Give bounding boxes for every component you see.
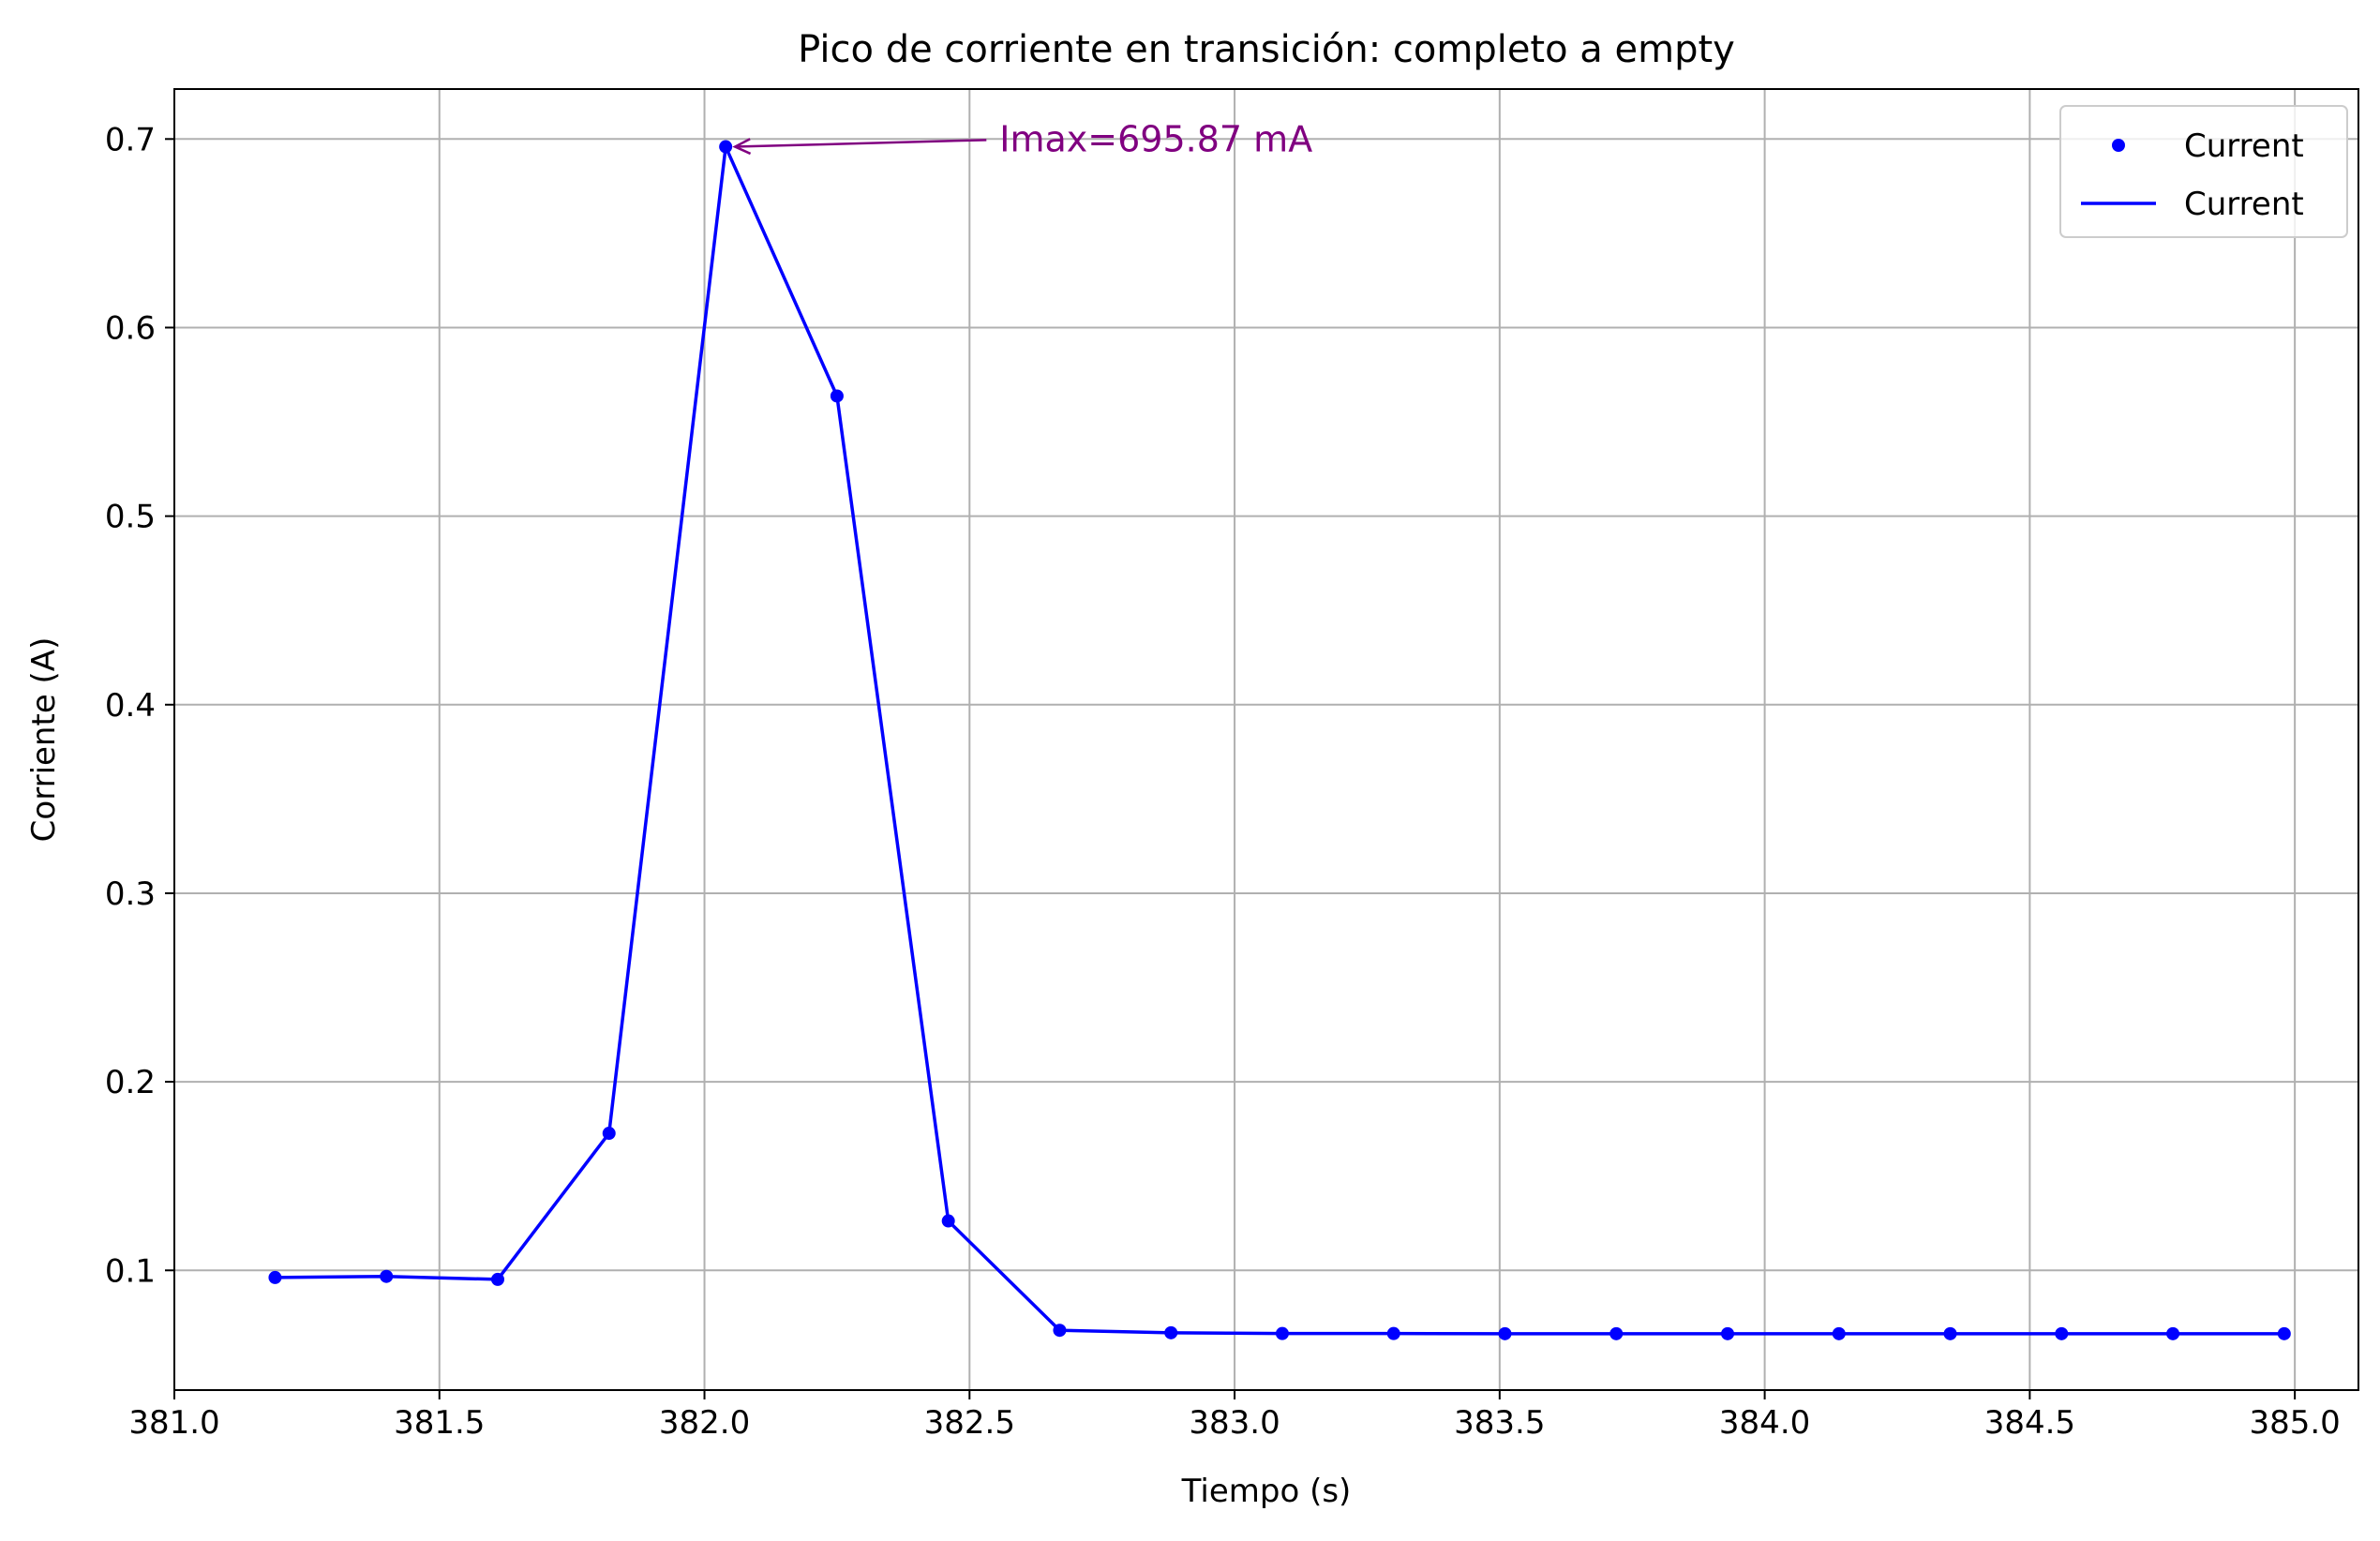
x-tick-label: 384.0 [1719,1404,1810,1442]
x-tick-label: 384.5 [1984,1404,2075,1442]
x-tick-label: 381.0 [128,1404,219,1442]
data-point [2166,1326,2180,1340]
annotation-arrow-line [735,139,987,148]
y-tick-label: 0.5 [105,499,156,536]
x-axis-label: Tiempo (s) [1181,1473,1352,1510]
data-point [380,1269,394,1283]
y-tick-label: 0.1 [105,1252,156,1290]
y-axis-label: Corriente (A) [25,637,63,843]
data-point [1053,1324,1067,1338]
data-point [2055,1326,2069,1340]
plot-series [268,140,2291,1340]
data-point [1832,1326,1846,1340]
data-point [1609,1326,1624,1340]
grid [173,89,2358,1390]
data-point [2277,1326,2291,1340]
x-tick-label: 383.0 [1189,1404,1280,1442]
y-tick-label: 0.2 [105,1064,156,1101]
legend-marker-swatch [2112,139,2125,152]
data-point [1275,1326,1289,1340]
annotation-label: Imax=695.87 mA [999,118,1312,159]
data-point [830,389,844,403]
y-tick-label: 0.3 [105,875,156,913]
y-tick-label: 0.4 [105,687,156,725]
data-point [719,140,733,154]
x-tick-label: 383.5 [1454,1404,1545,1442]
chart-title: Pico de corriente en transición: complet… [798,28,1735,71]
data-point [1721,1326,1735,1340]
plot-frame [173,88,2359,1391]
y-tick-label: 0.7 [105,121,156,158]
data-point [941,1214,955,1228]
annotation-arrow-head [732,138,752,156]
annotation: Imax=695.87 mA [732,118,1312,159]
data-point [268,1270,282,1284]
data-point [490,1272,504,1286]
data-point [602,1127,616,1141]
data-point [1943,1326,1957,1340]
x-tick-label: 385.0 [2249,1404,2340,1442]
x-tick-label: 381.5 [394,1404,485,1442]
data-point [1498,1326,1512,1340]
data-point [1386,1326,1400,1340]
legend-label: Current [2184,127,2304,165]
data-point [1164,1325,1178,1339]
y-tick-label: 0.6 [105,309,156,347]
legend-label: Current [2184,186,2304,223]
legend: Current Current [2059,105,2348,238]
x-tick-label: 382.5 [924,1404,1015,1442]
axis-ticks: 381.0 381.5 382.0 382.5 383.0 383.5 384.0 384.5… [105,121,2341,1442]
x-tick-label: 382.0 [659,1404,750,1442]
